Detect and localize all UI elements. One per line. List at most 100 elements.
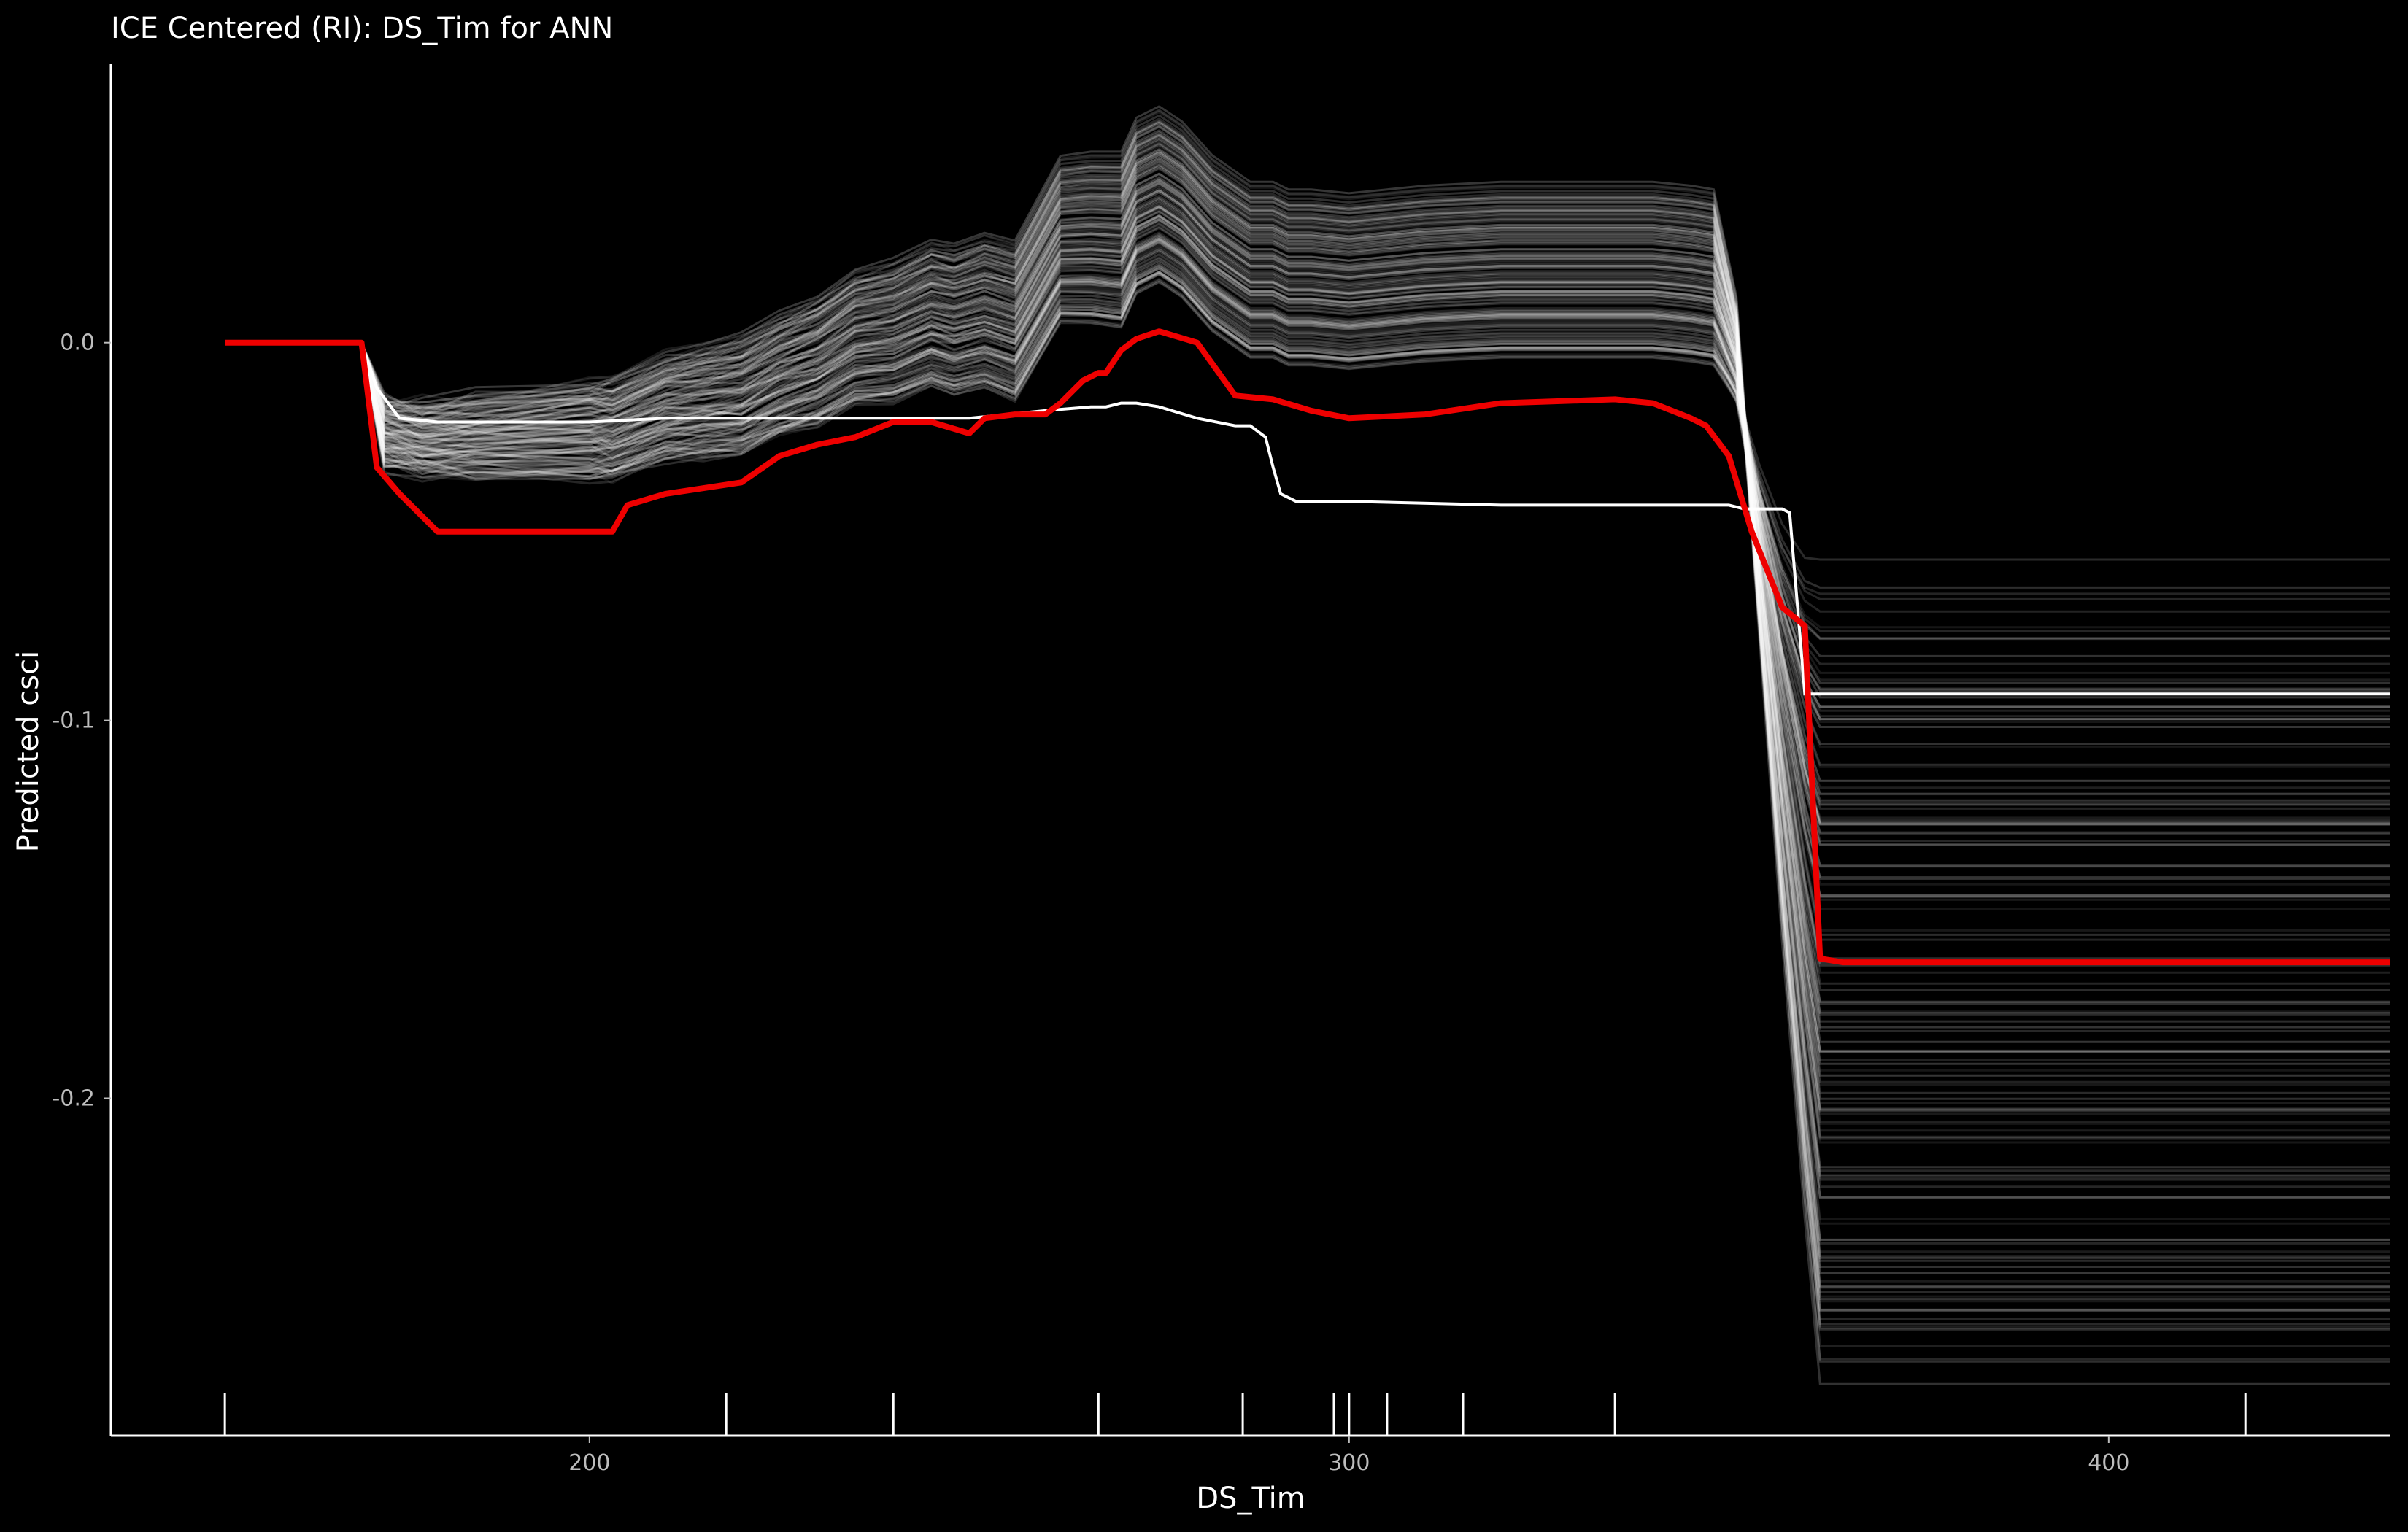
ice-line (225, 148, 2390, 1293)
ice-line (225, 165, 2390, 1177)
ice-line (225, 222, 2390, 901)
ice-line (225, 271, 2390, 589)
ice-line (225, 147, 2390, 1140)
ice-line (225, 238, 2390, 834)
ice-line (225, 277, 2390, 629)
ice-line (225, 128, 2390, 1259)
ice-line (225, 231, 2390, 826)
y-axis-label: Predicted csci (12, 651, 45, 852)
ice-line (225, 248, 2390, 684)
ice-line (225, 179, 2390, 985)
ice-line (225, 125, 2390, 1262)
ice-line (225, 189, 2390, 1061)
ice-line (225, 155, 2390, 1180)
y-tick-label: 0.0 (60, 330, 95, 356)
ice-line (225, 252, 2390, 699)
ice-line (225, 204, 2390, 1005)
ice-lines (225, 105, 2390, 1385)
ice-line (225, 246, 2390, 795)
ice-line (225, 159, 2390, 1123)
ice-line (225, 158, 2390, 1181)
ice-line (225, 214, 2390, 867)
ice-line (225, 145, 2390, 1220)
ice-line (225, 239, 2390, 835)
ice-line (225, 201, 2390, 941)
ice-line (225, 206, 2390, 967)
ice-line (225, 271, 2390, 665)
ice-line (225, 163, 2390, 1065)
ice-line (225, 244, 2390, 721)
ice-line (225, 263, 2390, 657)
highlight-series (225, 341, 2390, 696)
ice-line (225, 158, 2390, 1132)
pdp-line (225, 328, 2390, 966)
ice-line (225, 180, 2390, 963)
ice-line (225, 108, 2390, 1328)
y-tick-label: -0.1 (52, 708, 95, 734)
ice-line (225, 137, 2390, 1288)
ice-line (225, 214, 2390, 826)
ice-line (225, 273, 2390, 600)
ice-line (225, 120, 2390, 1385)
ice-line (225, 179, 2390, 1043)
ice-line (225, 217, 2390, 821)
highlight-line (225, 341, 2390, 696)
ice-line (225, 110, 2390, 1303)
ice-line (225, 150, 2390, 1274)
ice-line (225, 241, 2390, 826)
ice-line (225, 210, 2390, 886)
ice-line (225, 226, 2390, 823)
ice-line (225, 236, 2390, 782)
ice-line (225, 205, 2390, 1016)
ice-line (225, 256, 2390, 789)
ice-line (225, 156, 2390, 1100)
ice-line (225, 182, 2390, 1053)
x-axis-label: DS_Tim (1196, 1482, 1305, 1515)
ice-line (225, 153, 2390, 1138)
ice-line (225, 175, 2390, 1115)
ice-line (225, 134, 2390, 1289)
x-tick-label: 300 (1328, 1450, 1370, 1476)
ice-line (225, 280, 2390, 632)
ice-line (225, 203, 2390, 991)
ice-line (225, 236, 2390, 748)
ice-line (225, 187, 2390, 1083)
ice-line (225, 177, 2390, 1053)
ice-line (225, 205, 2390, 960)
ice-line (225, 191, 2390, 1077)
ice-line (225, 114, 2390, 1363)
ice-line (225, 270, 2390, 613)
ice-line (225, 241, 2390, 819)
ice-line (225, 270, 2390, 640)
ice-line (225, 239, 2390, 805)
ice-line (225, 206, 2390, 964)
ice-line (225, 166, 2390, 1113)
ice-line (225, 184, 2390, 1110)
ice-line (225, 220, 2390, 842)
ice-line (225, 233, 2390, 782)
ice-line (225, 279, 2390, 641)
ice-line (225, 139, 2390, 1199)
ice-line (225, 210, 2390, 824)
ice-line (225, 163, 2390, 1043)
ice-line (225, 259, 2390, 692)
ice-line (225, 239, 2390, 796)
ice-line (225, 185, 2390, 1013)
ice-line (225, 223, 2390, 868)
ice-line (225, 178, 2390, 1023)
ice-line (225, 131, 2390, 1311)
ice-line (225, 237, 2390, 846)
ice-line (225, 172, 2390, 1111)
ice-line (225, 196, 2390, 936)
ice-line (225, 236, 2390, 721)
ice-line (225, 151, 2390, 1172)
ice-line (225, 257, 2390, 806)
x-ticks: 200 300 400 (568, 1436, 2129, 1476)
ice-line (225, 233, 2390, 898)
ice-line (225, 150, 2390, 1241)
ice-line (225, 133, 2390, 1225)
ice-line (225, 255, 2390, 681)
ice-line (225, 198, 2390, 1015)
ice-line (225, 156, 2390, 1125)
ice-line (225, 167, 2390, 1104)
